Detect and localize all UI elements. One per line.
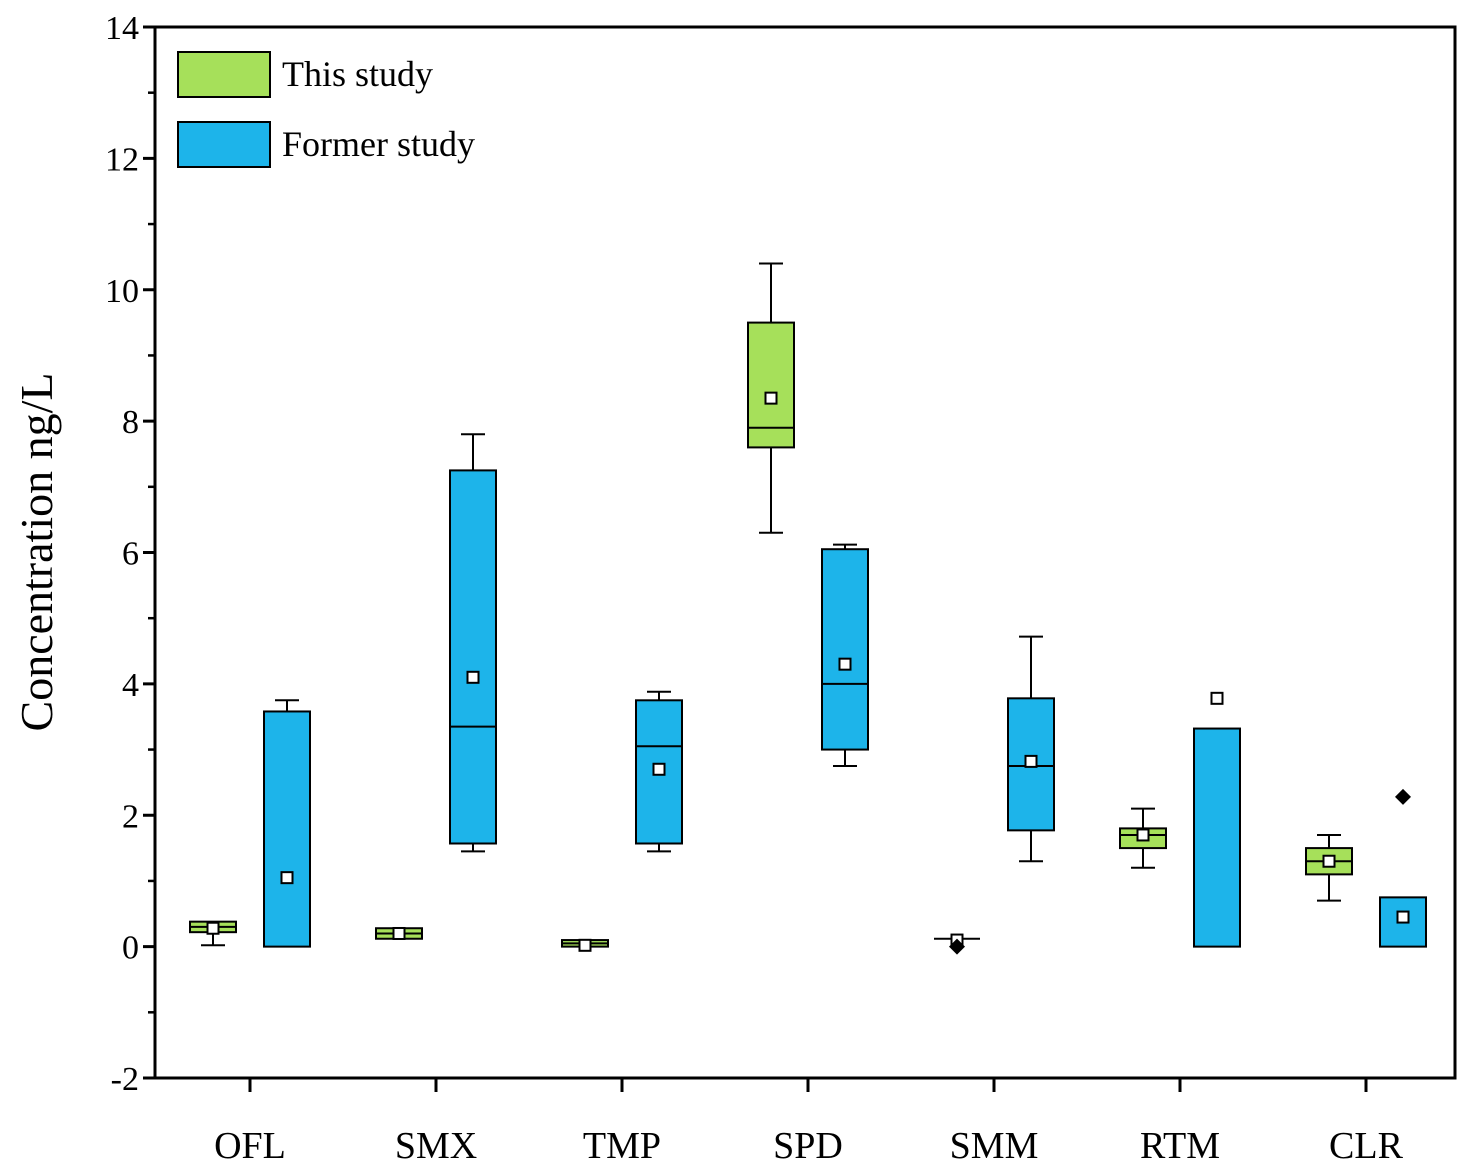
outlier-marker [1395, 788, 1411, 805]
box-smx-0 [375, 926, 423, 940]
legend-item-0: This study [177, 51, 433, 98]
box-ofl-0 [189, 920, 237, 947]
outlier-marker [949, 938, 965, 955]
mean-marker [280, 871, 294, 885]
y-tick-label: -2 [111, 1061, 139, 1098]
box-clr-1 [1379, 788, 1427, 948]
x-tick-label: SMM [950, 1125, 1039, 1167]
box-iqr [263, 710, 311, 948]
box-ofl-1 [263, 699, 311, 948]
y-tick-label: 14 [105, 10, 139, 47]
mean-marker [1322, 854, 1336, 868]
box-iqr [1193, 727, 1241, 948]
y-tick-label: 6 [122, 536, 139, 573]
legend: This study Former study [177, 51, 475, 168]
y-tick-label: 2 [122, 798, 139, 835]
x-tick-label: OFL [214, 1125, 286, 1167]
series-0 [189, 262, 1353, 955]
mean-marker [466, 670, 480, 684]
box-spd-0 [747, 262, 795, 534]
y-tick-label: 8 [122, 404, 139, 441]
y-tick-label: 12 [105, 141, 139, 178]
mean-marker [764, 391, 778, 405]
plot-frame [153, 25, 1457, 1080]
x-tick-label: TMP [583, 1125, 661, 1167]
y-tick-label: 4 [122, 667, 139, 704]
mean-marker [838, 657, 852, 671]
box-spd-1 [821, 543, 869, 767]
mean-marker [1396, 910, 1410, 924]
box-iqr [821, 548, 869, 751]
x-axis: OFL SMX TMP SPD SMM RTM CLR [214, 1078, 1404, 1167]
box-rtm-0 [1119, 807, 1167, 869]
x-tick-label: SMX [395, 1125, 477, 1167]
series-1 [263, 433, 1427, 948]
legend-swatch [177, 121, 271, 168]
box-iqr [635, 699, 683, 845]
mean-marker [1136, 828, 1150, 842]
legend-item-1: Former study [177, 121, 475, 168]
box-iqr [747, 321, 795, 449]
mean-marker [206, 921, 220, 935]
box-tmp-1 [635, 690, 683, 853]
x-tick-label: SPD [773, 1125, 843, 1167]
box-smm-1 [1007, 635, 1055, 863]
box-iqr [1379, 896, 1427, 948]
y-axis-title: Concentration ng/L [11, 373, 62, 732]
x-tick-label: RTM [1140, 1125, 1220, 1167]
x-tick-label: CLR [1329, 1125, 1404, 1167]
box-iqr [449, 469, 497, 845]
mean-marker [392, 926, 406, 940]
y-tick-label: 0 [122, 930, 139, 967]
y-tick-label: 10 [105, 273, 139, 310]
mean-marker [652, 762, 666, 776]
box-tmp-0 [561, 938, 609, 952]
y-axis: -2 0 2 4 6 8 10 12 14 [105, 10, 155, 1098]
mean-marker [1210, 691, 1224, 705]
legend-swatch [177, 51, 271, 98]
box-smm-0 [934, 933, 980, 955]
box-clr-0 [1305, 833, 1353, 902]
legend-label: This study [282, 54, 433, 94]
mean-marker [1024, 754, 1038, 768]
box-series [189, 262, 1427, 955]
box-smx-1 [449, 433, 497, 853]
legend-label: Former study [282, 124, 475, 164]
mean-marker [578, 938, 592, 952]
box-rtm-1 [1193, 691, 1241, 948]
